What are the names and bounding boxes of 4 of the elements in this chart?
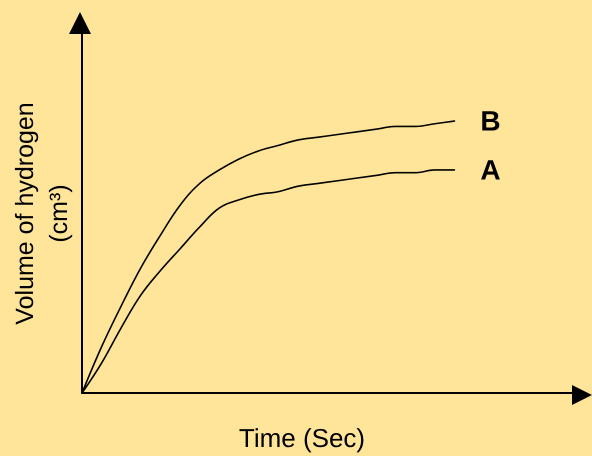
y-axis-title: Volume of hydrogen (cm³) xyxy=(11,102,73,325)
series-label: B xyxy=(480,106,501,137)
x-axis-title: Time (Sec) xyxy=(238,423,366,453)
series-label: A xyxy=(480,154,501,186)
